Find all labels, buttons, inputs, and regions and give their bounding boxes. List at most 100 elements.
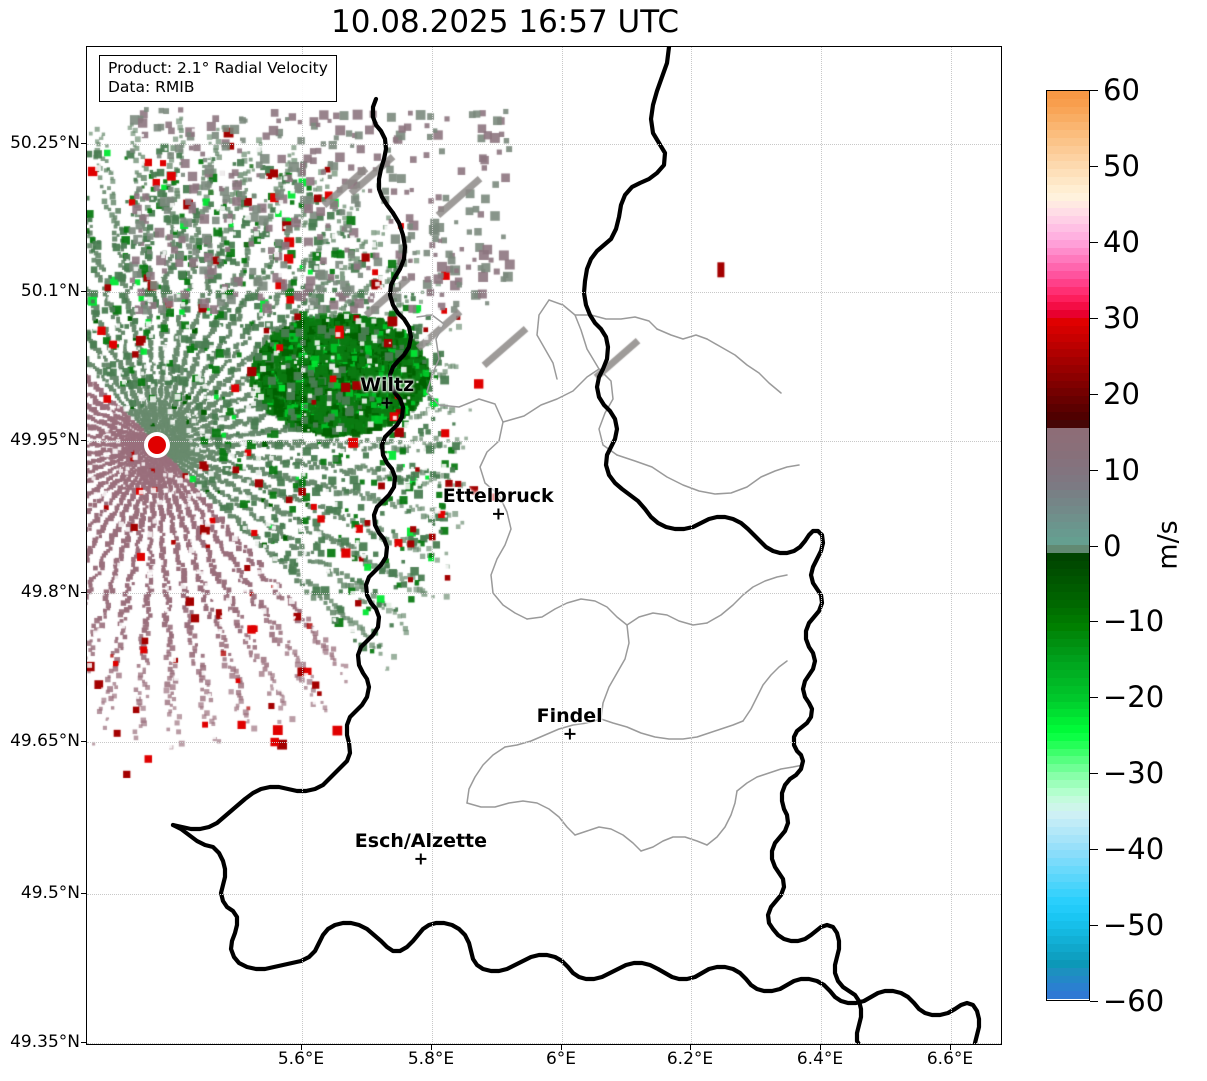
colorbar-segment xyxy=(1047,858,1089,866)
city-label: Wiltz xyxy=(360,373,415,396)
city-cross-icon xyxy=(537,727,603,741)
colorbar-segment xyxy=(1047,811,1089,820)
colorbar-segment xyxy=(1047,458,1089,467)
gridline-horizontal xyxy=(87,894,1001,895)
colorbar-segment xyxy=(1047,177,1089,185)
colorbar-segment xyxy=(1047,263,1089,272)
colorbar-tick xyxy=(1090,393,1098,395)
colorbar-segment xyxy=(1047,130,1089,138)
colorbar-segment xyxy=(1047,490,1089,499)
colorbar-segment xyxy=(1047,944,1089,953)
colorbar-segment xyxy=(1047,231,1089,240)
colorbar-segment xyxy=(1047,145,1089,154)
y-axis-tick-label: 49.5°N xyxy=(20,883,80,903)
colorbar-segment xyxy=(1047,991,1089,1000)
colorbar-tick-label: 60 xyxy=(1103,73,1140,107)
colorbar-segment xyxy=(1047,732,1089,741)
colorbar-segment xyxy=(1047,153,1089,162)
colorbar-tick-label: −10 xyxy=(1103,604,1165,639)
colorbar-tick xyxy=(1090,317,1098,319)
colorbar-segment xyxy=(1047,928,1089,937)
colorbar-segment xyxy=(1047,341,1089,350)
colorbar-segment xyxy=(1047,897,1089,906)
colorbar-segment xyxy=(1047,349,1089,358)
data-source-line: Data: RMIB xyxy=(108,77,195,96)
colorbar-segment xyxy=(1047,364,1089,373)
y-axis-tick-label: 50.25°N xyxy=(10,133,80,153)
colorbar-tick-label: −60 xyxy=(1103,984,1165,1018)
radar-site-marker xyxy=(144,431,171,458)
colorbar-segment xyxy=(1047,662,1089,671)
colorbar-segment xyxy=(1047,936,1089,945)
colorbar-segment xyxy=(1047,333,1089,342)
x-axis-tick-label: 6°E xyxy=(545,1049,577,1069)
city-label: Esch/Alzette xyxy=(354,830,488,853)
colorbar-segment xyxy=(1047,725,1089,733)
colorbar-tick xyxy=(1090,241,1098,243)
colorbar-segment xyxy=(1047,521,1089,530)
colorbar-tick-label: 30 xyxy=(1103,300,1140,335)
colorbar-segment xyxy=(1047,247,1089,256)
colorbar-segment xyxy=(1047,568,1089,577)
gridline-horizontal xyxy=(87,292,1001,293)
colorbar-segment xyxy=(1047,419,1089,428)
colorbar-segment xyxy=(1047,224,1089,232)
colorbar-tick xyxy=(1090,165,1098,167)
x-axis-tick-label: 6.4°E xyxy=(796,1049,844,1069)
x-axis-tick-label: 5.6°E xyxy=(277,1049,325,1069)
colorbar-segment xyxy=(1047,474,1089,483)
gridline-vertical xyxy=(951,47,952,1044)
radar-map-plot[interactable]: Wiltz Ettelbruck Findel Esch/Alzette Produc… xyxy=(86,46,1002,1045)
city-cross-icon xyxy=(360,396,414,410)
colorbar-segment xyxy=(1047,842,1089,851)
colorbar-segment xyxy=(1047,192,1089,201)
colorbar-segment xyxy=(1047,740,1089,749)
colorbar-segment xyxy=(1047,584,1089,592)
colorbar-tick-label: 40 xyxy=(1103,224,1140,259)
colorbar-tick-label: 20 xyxy=(1103,376,1140,411)
colorbar-segment xyxy=(1047,959,1089,968)
colorbar-segment xyxy=(1047,451,1089,459)
colorbar-segment xyxy=(1047,380,1089,389)
colorbar-segment xyxy=(1047,850,1089,859)
city-label: Ettelbruck xyxy=(442,485,554,508)
colorbar-segment xyxy=(1047,748,1089,757)
product-info-box: Product: 2.1° Radial Velocity Data: RMIB xyxy=(99,55,337,102)
gridline-horizontal xyxy=(87,1043,1001,1044)
colorbar-segment xyxy=(1047,631,1089,639)
colorbar-segment xyxy=(1047,975,1089,984)
y-axis-tick-label: 49.35°N xyxy=(10,1032,80,1052)
colorbar-segment xyxy=(1047,161,1089,170)
colorbar-tick-label: 0 xyxy=(1103,528,1122,563)
colorbar-segment xyxy=(1047,443,1089,452)
colorbar-segment xyxy=(1047,623,1089,632)
colorbar-segment xyxy=(1047,787,1089,796)
city-label: Findel xyxy=(536,704,603,727)
colorbar-tick xyxy=(1090,773,1098,775)
colorbar-segment xyxy=(1047,388,1089,397)
colorbar-segment xyxy=(1047,286,1089,295)
colorbar-segment xyxy=(1047,889,1089,898)
gridline-horizontal xyxy=(87,441,1001,442)
colorbar-segment xyxy=(1047,372,1089,381)
colorbar-segment xyxy=(1047,184,1089,193)
colorbar-segment xyxy=(1047,310,1089,319)
colorbar-segment xyxy=(1047,560,1089,569)
colorbar-segment xyxy=(1047,552,1089,561)
colorbar-tick xyxy=(1090,469,1098,471)
colorbar-segment xyxy=(1047,803,1089,812)
colorbar-segment xyxy=(1047,216,1089,225)
y-axis-tick xyxy=(81,440,86,441)
page-title: 10.08.2025 16:57 UTC xyxy=(331,4,679,40)
colorbar-segment xyxy=(1047,411,1089,420)
colorbar-segment xyxy=(1047,693,1089,702)
colorbar-segment xyxy=(1047,137,1089,146)
colorbar-tick xyxy=(1090,90,1098,91)
velocity-colorbar xyxy=(1046,90,1090,1001)
colorbar-segment xyxy=(1047,239,1089,248)
colorbar-tick xyxy=(1090,621,1098,623)
colorbar-segment xyxy=(1047,983,1089,992)
x-axis-tick xyxy=(820,1045,821,1050)
colorbar-segment xyxy=(1047,278,1089,287)
colorbar-tick-label: 10 xyxy=(1103,452,1140,487)
